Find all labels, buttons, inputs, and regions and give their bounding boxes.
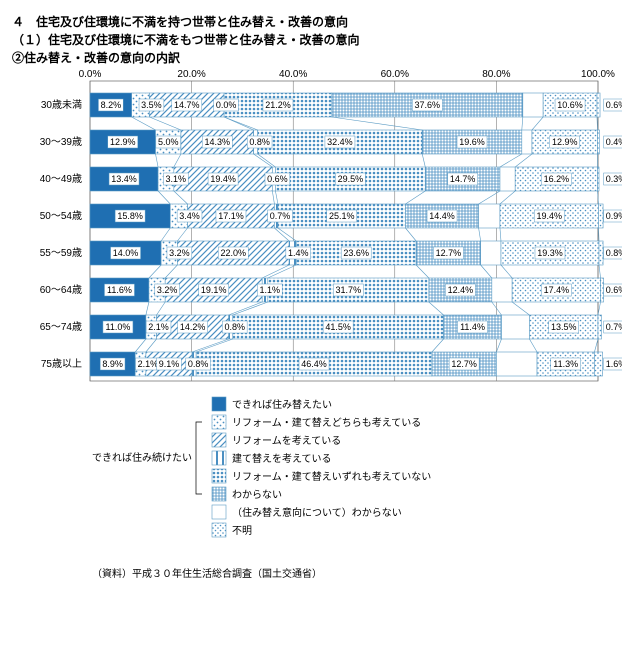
svg-text:わからない: わからない — [232, 489, 282, 501]
svg-text:0.7%: 0.7% — [606, 322, 622, 332]
svg-text:0.0%: 0.0% — [79, 69, 102, 80]
svg-text:リフォームを考えている: リフォームを考えている — [232, 435, 341, 447]
svg-text:3.2%: 3.2% — [169, 248, 190, 258]
svg-text:29.5%: 29.5% — [338, 174, 364, 184]
svg-text:1.6%: 1.6% — [606, 359, 622, 369]
svg-text:0.6%: 0.6% — [606, 285, 622, 295]
svg-text:0.6%: 0.6% — [606, 100, 622, 110]
svg-text:0.6%: 0.6% — [267, 174, 288, 184]
svg-text:12.4%: 12.4% — [448, 285, 474, 295]
svg-text:14.2%: 14.2% — [180, 322, 206, 332]
svg-text:リフォーム・建て替えいずれも考えていない: リフォーム・建て替えいずれも考えていない — [232, 470, 431, 483]
svg-text:11.4%: 11.4% — [460, 322, 485, 332]
svg-text:50～54歳: 50～54歳 — [40, 210, 82, 222]
svg-text:0.8%: 0.8% — [224, 322, 245, 332]
source-text: （資料）平成３０年住生活総合調査（国土交通省） — [92, 565, 618, 580]
svg-text:リフォーム・建て替えどちらも考えている: リフォーム・建て替えどちらも考えている — [232, 416, 421, 429]
svg-text:1.4%: 1.4% — [288, 248, 309, 258]
svg-text:できれば住み替えたい: できれば住み替えたい — [232, 398, 332, 411]
svg-text:17.1%: 17.1% — [218, 211, 244, 221]
svg-text:0.9%: 0.9% — [606, 211, 622, 221]
svg-text:0.4%: 0.4% — [606, 137, 622, 147]
svg-text:3.5%: 3.5% — [141, 100, 162, 110]
svg-text:14.3%: 14.3% — [204, 137, 230, 147]
svg-text:19.4%: 19.4% — [210, 174, 236, 184]
svg-text:60.0%: 60.0% — [381, 69, 409, 80]
svg-text:10.6%: 10.6% — [557, 100, 583, 110]
svg-text:0.8%: 0.8% — [606, 248, 622, 258]
title-1: ４ 住宅及び住環境に不満を持つ世帯と住み替え・改善の意向 — [12, 13, 618, 30]
svg-text:11.0%: 11.0% — [106, 322, 131, 332]
svg-text:1.1%: 1.1% — [260, 285, 281, 295]
svg-text:12.7%: 12.7% — [451, 359, 477, 369]
svg-text:2.1%: 2.1% — [138, 359, 159, 369]
svg-text:17.4%: 17.4% — [544, 285, 570, 295]
svg-text:3.2%: 3.2% — [157, 285, 178, 295]
svg-text:19.6%: 19.6% — [459, 137, 485, 147]
svg-text:19.3%: 19.3% — [537, 248, 563, 258]
svg-text:12.9%: 12.9% — [552, 137, 578, 147]
svg-text:14.7%: 14.7% — [174, 100, 200, 110]
svg-text:100.0%: 100.0% — [581, 69, 615, 80]
svg-text:30歳未満: 30歳未満 — [41, 99, 82, 111]
svg-text:15.8%: 15.8% — [117, 211, 143, 221]
title-2: （１）住宅及び住環境に不満をもつ世帯と住み替え・改善の意向 — [12, 31, 618, 48]
svg-text:14.0%: 14.0% — [113, 248, 139, 258]
title-3: ②住み替え・改善の意向の内訳 — [12, 49, 618, 66]
svg-text:22.0%: 22.0% — [220, 248, 246, 258]
svg-text:3.1%: 3.1% — [166, 174, 187, 184]
svg-text:3.4%: 3.4% — [179, 211, 200, 221]
svg-text:20.0%: 20.0% — [177, 69, 205, 80]
svg-text:13.5%: 13.5% — [551, 322, 577, 332]
svg-text:0.3%: 0.3% — [606, 174, 622, 184]
svg-text:11.3%: 11.3% — [553, 359, 578, 369]
svg-text:16.2%: 16.2% — [544, 174, 570, 184]
svg-text:32.4%: 32.4% — [327, 137, 353, 147]
svg-text:25.1%: 25.1% — [329, 211, 355, 221]
svg-text:11.6%: 11.6% — [107, 285, 132, 295]
svg-text:19.1%: 19.1% — [201, 285, 227, 295]
svg-text:13.4%: 13.4% — [111, 174, 137, 184]
svg-text:14.4%: 14.4% — [429, 211, 455, 221]
svg-text:30～39歳: 30～39歳 — [40, 136, 82, 148]
svg-text:12.9%: 12.9% — [110, 137, 136, 147]
svg-text:23.6%: 23.6% — [343, 248, 369, 258]
svg-text:9.1%: 9.1% — [159, 359, 180, 369]
svg-text:0.8%: 0.8% — [249, 137, 270, 147]
svg-text:55～59歳: 55～59歳 — [40, 247, 82, 259]
svg-text:40～49歳: 40～49歳 — [40, 173, 82, 185]
svg-text:60～64歳: 60～64歳 — [40, 284, 82, 296]
svg-text:建て替えを考えている: 建て替えを考えている — [232, 452, 332, 465]
svg-text:19.4%: 19.4% — [536, 211, 562, 221]
svg-text:31.7%: 31.7% — [336, 285, 362, 295]
svg-text:0.0%: 0.0% — [216, 100, 237, 110]
svg-text:75歳以上: 75歳以上 — [41, 358, 82, 370]
svg-text:40.0%: 40.0% — [279, 69, 307, 80]
svg-text:21.2%: 21.2% — [265, 100, 291, 110]
svg-text:0.7%: 0.7% — [270, 211, 291, 221]
svg-text:8.9%: 8.9% — [102, 359, 123, 369]
svg-text:14.7%: 14.7% — [450, 174, 476, 184]
svg-text:37.6%: 37.6% — [415, 100, 441, 110]
svg-text:2.1%: 2.1% — [148, 322, 169, 332]
svg-text:5.0%: 5.0% — [158, 137, 179, 147]
svg-text:不明: 不明 — [232, 525, 252, 537]
svg-text:できれば住み続けたい: できれば住み続けたい — [92, 451, 192, 464]
svg-text:80.0%: 80.0% — [482, 69, 510, 80]
svg-text:8.2%: 8.2% — [101, 100, 122, 110]
svg-text:12.7%: 12.7% — [436, 248, 462, 258]
svg-text:41.5%: 41.5% — [325, 322, 351, 332]
svg-text:65～74歳: 65～74歳 — [40, 321, 82, 333]
svg-text:（住み替え意向について）わからない: （住み替え意向について）わからない — [232, 506, 402, 519]
svg-text:0.8%: 0.8% — [188, 359, 209, 369]
stacked-bar-chart: 0.0% 20.0% 40.0% 60.0% 80.0% 100.0% 30歳未満 30～39… — [12, 67, 622, 557]
svg-text:46.4%: 46.4% — [301, 359, 327, 369]
